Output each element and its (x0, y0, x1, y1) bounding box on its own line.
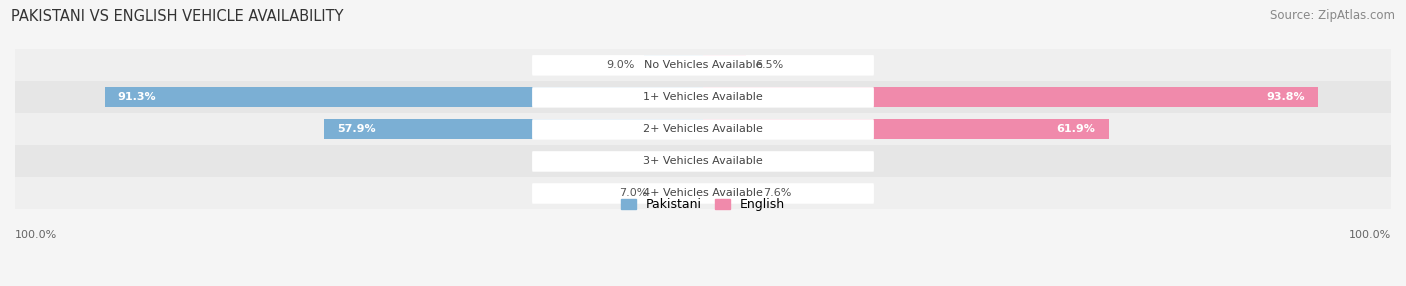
Bar (15, 145, 1391, 177)
FancyBboxPatch shape (531, 183, 875, 204)
Text: 61.9%: 61.9% (1057, 124, 1095, 134)
Text: 6.5%: 6.5% (755, 60, 783, 70)
Text: 7.0%: 7.0% (619, 188, 647, 198)
Text: 57.9%: 57.9% (336, 124, 375, 134)
Bar (703, 152, 855, 171)
Bar (15, 113, 1391, 145)
Text: 1+ Vehicles Available: 1+ Vehicles Available (643, 92, 763, 102)
Text: 100.0%: 100.0% (15, 230, 58, 240)
Text: PAKISTANI VS ENGLISH VEHICLE AVAILABILITY: PAKISTANI VS ENGLISH VEHICLE AVAILABILIT… (11, 9, 343, 23)
Bar (105, 88, 703, 107)
Text: No Vehicles Available: No Vehicles Available (644, 60, 762, 70)
Text: 91.3%: 91.3% (118, 92, 156, 102)
Text: 9.0%: 9.0% (606, 60, 634, 70)
Bar (703, 88, 1317, 107)
Text: 7.6%: 7.6% (762, 188, 792, 198)
FancyBboxPatch shape (531, 55, 875, 76)
FancyBboxPatch shape (531, 87, 875, 108)
FancyBboxPatch shape (531, 119, 875, 140)
Legend: Pakistani, English: Pakistani, English (621, 198, 785, 211)
Bar (657, 184, 703, 203)
Bar (703, 184, 752, 203)
Text: 23.1%: 23.1% (803, 156, 841, 166)
Bar (703, 55, 745, 75)
Bar (565, 152, 703, 171)
FancyBboxPatch shape (531, 151, 875, 172)
Text: 2+ Vehicles Available: 2+ Vehicles Available (643, 124, 763, 134)
Bar (703, 120, 1108, 139)
Text: Source: ZipAtlas.com: Source: ZipAtlas.com (1270, 9, 1395, 21)
Bar (15, 49, 1391, 81)
Bar (15, 81, 1391, 113)
Text: 4+ Vehicles Available: 4+ Vehicles Available (643, 188, 763, 198)
Text: 100.0%: 100.0% (1348, 230, 1391, 240)
Text: 21.0%: 21.0% (578, 156, 617, 166)
Bar (323, 120, 703, 139)
Bar (644, 55, 703, 75)
Bar (15, 177, 1391, 209)
Text: 93.8%: 93.8% (1265, 92, 1305, 102)
Text: 3+ Vehicles Available: 3+ Vehicles Available (643, 156, 763, 166)
